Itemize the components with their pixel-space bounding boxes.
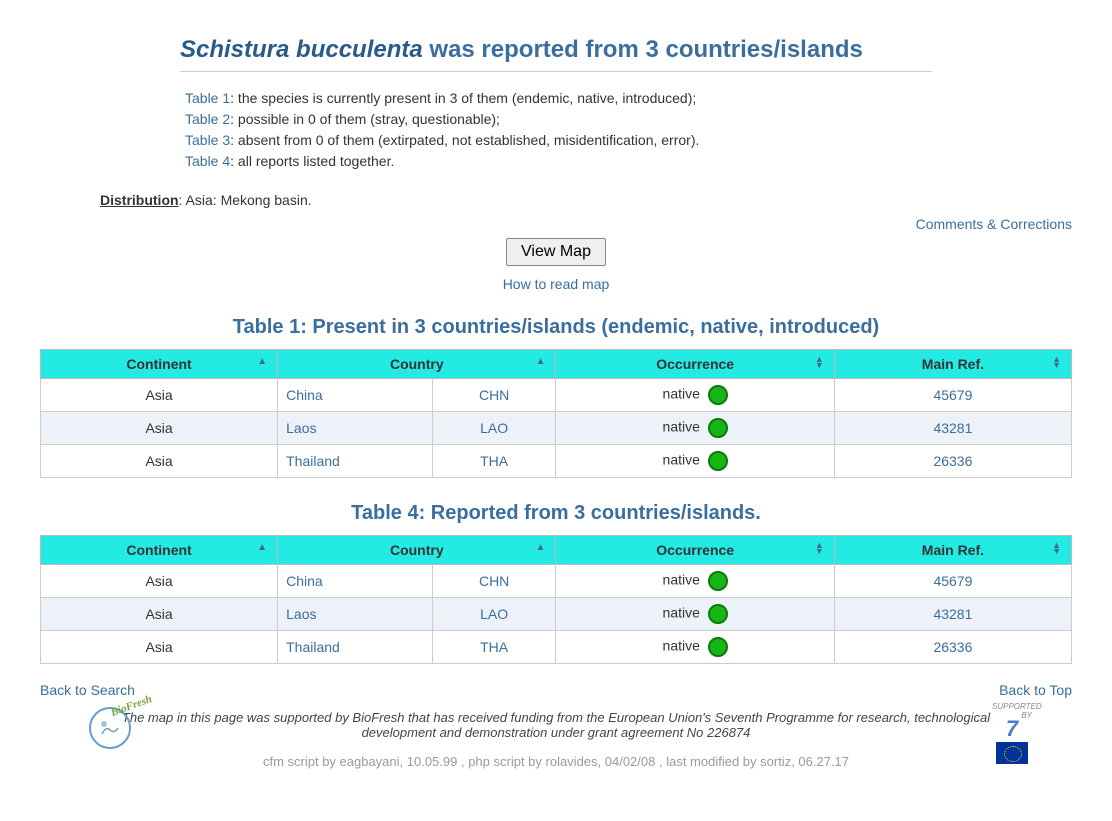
table-row: AsiaLaosLAOnative 43281: [41, 598, 1072, 631]
mainref-link[interactable]: 26336: [834, 445, 1071, 478]
country-link[interactable]: Laos: [278, 598, 433, 631]
table1: Continent▲ Country▲ Occurrence▲▼ Main Re…: [40, 349, 1072, 478]
distribution-text: : Asia: Mekong basin.: [179, 192, 312, 208]
table-row: AsiaChinaCHNnative 45679: [41, 565, 1072, 598]
country-code-cell: CHN: [432, 379, 556, 412]
native-status-icon: [708, 418, 728, 438]
table-row: AsiaThailandTHAnative 26336: [41, 445, 1072, 478]
title-suffix: was reported from 3 countries/islands: [423, 36, 863, 63]
sort-asc-icon: ▲: [257, 542, 267, 553]
footer-note: BioFresh The map in this page was suppor…: [100, 710, 1012, 740]
continent-cell: Asia: [41, 445, 278, 478]
table-row: AsiaThailandTHAnative 26336: [41, 631, 1072, 664]
sort-both-icon: ▲▼: [1052, 542, 1061, 554]
occurrence-cell: native: [556, 598, 834, 631]
table1-link[interactable]: Table 1: [185, 90, 230, 106]
table4-header-country[interactable]: Country▲: [278, 536, 556, 565]
native-status-icon: [708, 604, 728, 624]
view-map-button[interactable]: View Map: [506, 238, 606, 266]
sort-asc-icon: ▲: [536, 542, 546, 553]
table1-header-occurrence[interactable]: Occurrence▲▼: [556, 350, 834, 379]
native-status-icon: [708, 637, 728, 657]
table-row: AsiaLaosLAOnative 43281: [41, 412, 1072, 445]
comments-corrections-link[interactable]: Comments & Corrections: [40, 216, 1072, 232]
table2-text: : possible in 0 of them (stray, question…: [230, 111, 500, 127]
native-status-icon: [708, 385, 728, 405]
continent-cell: Asia: [41, 598, 278, 631]
how-to-read-map-link[interactable]: How to read map: [503, 276, 610, 292]
table3-text: : absent from 0 of them (extirpated, not…: [230, 132, 699, 148]
native-status-icon: [708, 571, 728, 591]
back-to-top-link[interactable]: Back to Top: [999, 682, 1072, 698]
country-code-cell: CHN: [432, 565, 556, 598]
table1-header-mainref[interactable]: Main Ref.▲▼: [834, 350, 1071, 379]
continent-cell: Asia: [41, 631, 278, 664]
table1-title: Table 1: Present in 3 countries/islands …: [40, 316, 1072, 339]
table4: Continent▲ Country▲ Occurrence▲▼ Main Re…: [40, 535, 1072, 664]
table4-title: Table 4: Reported from 3 countries/islan…: [40, 502, 1072, 525]
table4-header-occurrence[interactable]: Occurrence▲▼: [556, 536, 834, 565]
mainref-link[interactable]: 26336: [834, 631, 1071, 664]
eu-flag-icon: [996, 742, 1028, 764]
mainref-link[interactable]: 43281: [834, 412, 1071, 445]
table1-header-continent[interactable]: Continent▲: [41, 350, 278, 379]
country-code-cell: THA: [432, 445, 556, 478]
table4-text: : all reports listed together.: [230, 153, 394, 169]
occurrence-cell: native: [556, 412, 834, 445]
footer-credits: cfm script by eagbayani, 10.05.99 , php …: [40, 754, 1072, 769]
table4-body: AsiaChinaCHNnative 45679AsiaLaosLAOnativ…: [41, 565, 1072, 664]
table1-text: : the species is currently present in 3 …: [230, 90, 696, 106]
mainref-link[interactable]: 45679: [834, 379, 1071, 412]
country-link[interactable]: Laos: [278, 412, 433, 445]
native-status-icon: [708, 451, 728, 471]
eu-fp7-logo: SUPPORTED BY 7: [992, 702, 1032, 767]
occurrence-cell: native: [556, 631, 834, 664]
biofresh-logo: BioFresh: [80, 706, 140, 752]
table4-link[interactable]: Table 4: [185, 153, 230, 169]
table1-body: AsiaChinaCHNnative 45679AsiaLaosLAOnativ…: [41, 379, 1072, 478]
title-divider: [180, 71, 932, 72]
table-row: AsiaChinaCHNnative 45679: [41, 379, 1072, 412]
distribution-label: Distribution: [100, 192, 179, 208]
sort-both-icon: ▲▼: [815, 542, 824, 554]
continent-cell: Asia: [41, 379, 278, 412]
sort-both-icon: ▲▼: [815, 356, 824, 368]
mainref-link[interactable]: 45679: [834, 565, 1071, 598]
country-code-cell: THA: [432, 631, 556, 664]
footer-note-text: The map in this page was supported by Bi…: [122, 710, 990, 740]
country-code-cell: LAO: [432, 412, 556, 445]
sort-asc-icon: ▲: [536, 356, 546, 367]
table4-header-mainref[interactable]: Main Ref.▲▼: [834, 536, 1071, 565]
country-link[interactable]: China: [278, 565, 433, 598]
summary-block: Table 1: the species is currently presen…: [185, 88, 1072, 172]
country-link[interactable]: Thailand: [278, 631, 433, 664]
page-title: Schistura bucculenta was reported from 3…: [180, 36, 1072, 64]
back-to-search-link[interactable]: Back to Search: [40, 682, 135, 698]
occurrence-cell: native: [556, 445, 834, 478]
sort-both-icon: ▲▼: [1052, 356, 1061, 368]
distribution-line: Distribution: Asia: Mekong basin.: [100, 192, 1072, 208]
table3-link[interactable]: Table 3: [185, 132, 230, 148]
table1-header-country[interactable]: Country▲: [278, 350, 556, 379]
table2-link[interactable]: Table 2: [185, 111, 230, 127]
sort-asc-icon: ▲: [257, 356, 267, 367]
mainref-link[interactable]: 43281: [834, 598, 1071, 631]
continent-cell: Asia: [41, 565, 278, 598]
bottom-links: Back to Search Back to Top: [40, 682, 1072, 698]
continent-cell: Asia: [41, 412, 278, 445]
country-code-cell: LAO: [432, 598, 556, 631]
country-link[interactable]: Thailand: [278, 445, 433, 478]
occurrence-cell: native: [556, 379, 834, 412]
country-link[interactable]: China: [278, 379, 433, 412]
occurrence-cell: native: [556, 565, 834, 598]
table4-header-continent[interactable]: Continent▲: [41, 536, 278, 565]
species-name: Schistura bucculenta: [180, 36, 423, 63]
